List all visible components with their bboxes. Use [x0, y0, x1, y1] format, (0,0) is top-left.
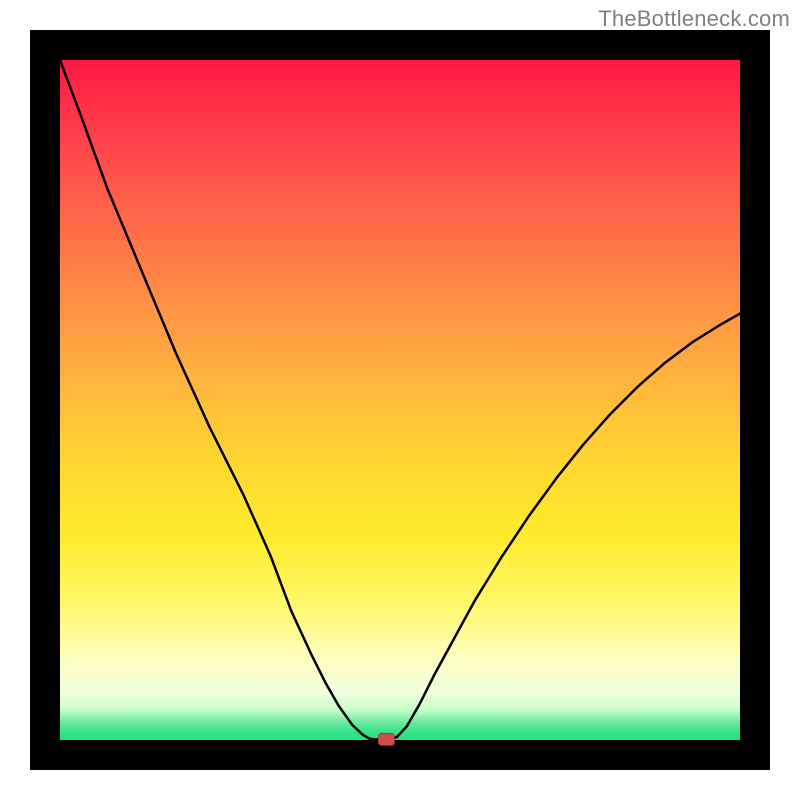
valley-marker: [378, 733, 394, 745]
watermark-text: TheBottleneck.com: [598, 6, 790, 32]
chart-container: TheBottleneck.com: [0, 0, 800, 800]
bottleneck-chart: [0, 0, 800, 800]
chart-background: [60, 60, 740, 740]
